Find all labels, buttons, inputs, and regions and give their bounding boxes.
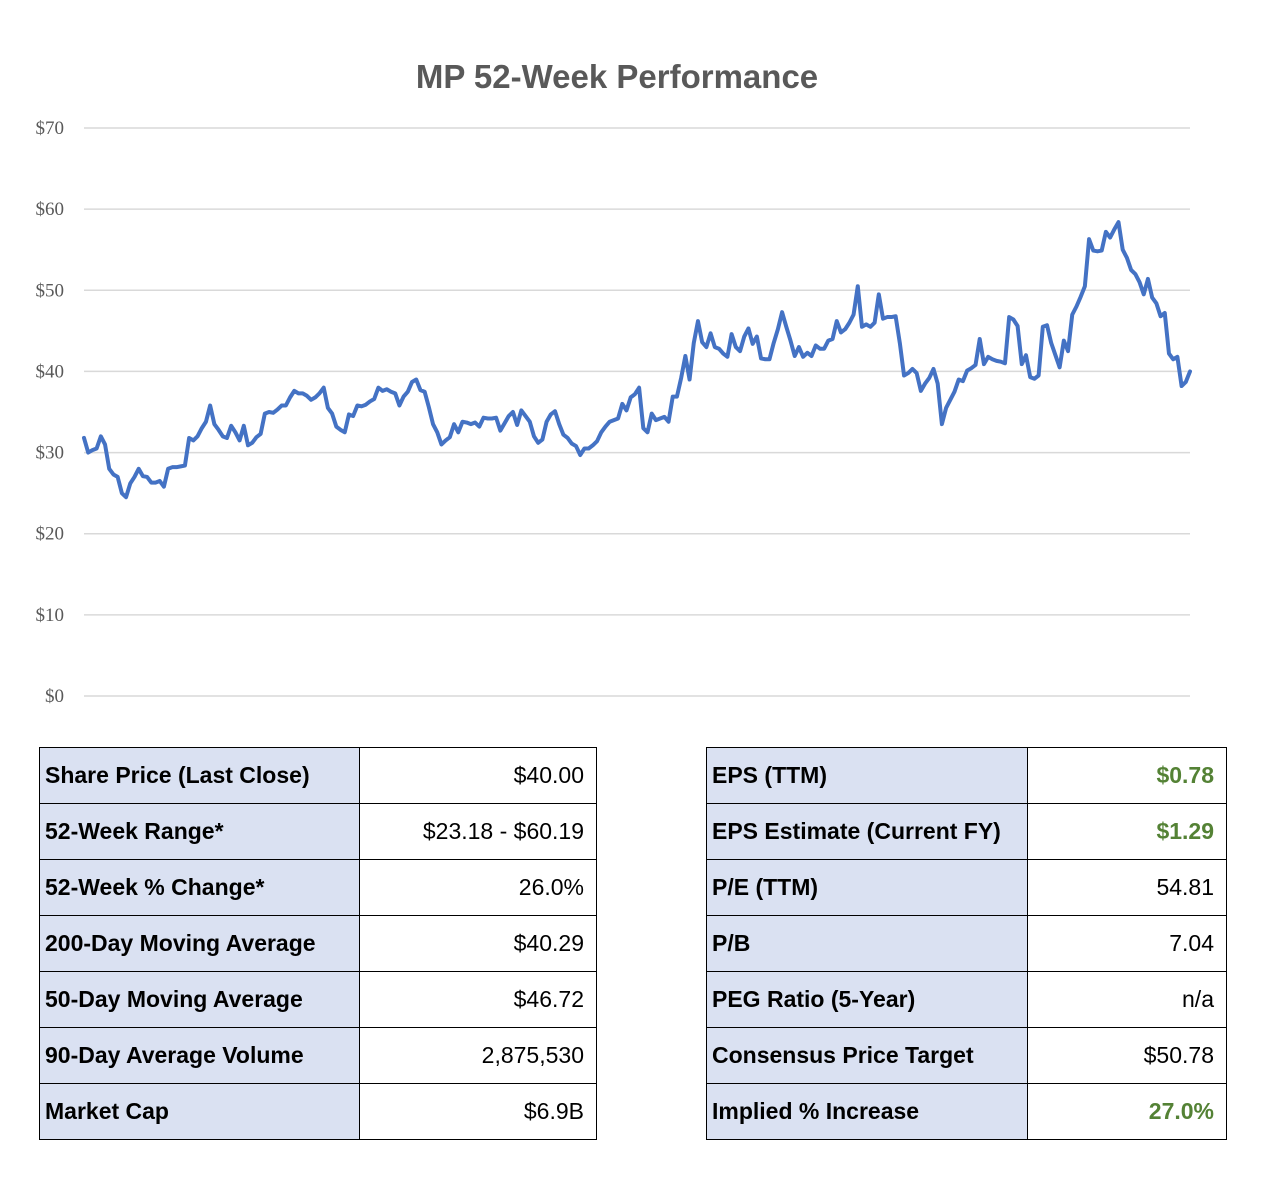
stat-label: P/B xyxy=(706,915,1028,972)
stat-value: n/a xyxy=(1027,971,1227,1028)
y-tick-label: $50 xyxy=(36,280,65,301)
stats-row: Implied % Increase 27.0% xyxy=(706,1083,1227,1140)
stat-label: 200-Day Moving Average xyxy=(39,915,360,972)
stat-label: Market Cap xyxy=(39,1083,360,1140)
y-tick-label: $0 xyxy=(45,686,64,707)
stat-value: $0.78 xyxy=(1027,747,1227,804)
y-tick-label: $30 xyxy=(36,443,65,464)
stat-value: $40.29 xyxy=(359,915,597,972)
stats-row: 50-Day Moving Average $46.72 xyxy=(39,971,597,1028)
stat-value: 54.81 xyxy=(1027,859,1227,916)
stat-label: 90-Day Average Volume xyxy=(39,1027,360,1084)
stat-label: P/E (TTM) xyxy=(706,859,1028,916)
stat-label: Implied % Increase xyxy=(706,1083,1028,1140)
stats-row: P/B 7.04 xyxy=(706,915,1227,972)
stats-row: EPS (TTM) $0.78 xyxy=(706,747,1227,804)
stat-value: $1.29 xyxy=(1027,803,1227,860)
stats-row: 200-Day Moving Average $40.29 xyxy=(39,915,597,972)
stat-label: 52-Week % Change* xyxy=(39,859,360,916)
stats-row: 52-Week Range* $23.18 - $60.19 xyxy=(39,803,597,860)
stats-table-right: EPS (TTM) $0.78 EPS Estimate (Current FY) $… xyxy=(706,747,1227,1140)
price-line xyxy=(82,220,1192,500)
stat-label: 52-Week Range* xyxy=(39,803,360,860)
stats-row: P/E (TTM) 54.81 xyxy=(706,859,1227,916)
stat-value: 2,875,530 xyxy=(359,1027,597,1084)
stats-row: EPS Estimate (Current FY) $1.29 xyxy=(706,803,1227,860)
chart-title: MP 52-Week Performance xyxy=(416,58,818,95)
stat-value: $6.9B xyxy=(359,1083,597,1140)
stat-label: EPS Estimate (Current FY) xyxy=(706,803,1028,860)
stats-row: 52-Week % Change* 26.0% xyxy=(39,859,597,916)
stat-value: 27.0% xyxy=(1027,1083,1227,1140)
y-tick-label: $20 xyxy=(36,524,65,545)
stat-value: $46.72 xyxy=(359,971,597,1028)
stats-row: 90-Day Average Volume 2,875,530 xyxy=(39,1027,597,1084)
y-tick-label: $60 xyxy=(36,199,65,220)
stat-label: EPS (TTM) xyxy=(706,747,1028,804)
stats-table-left: Share Price (Last Close) $40.00 52-Week Ra… xyxy=(39,747,597,1140)
stat-value: $50.78 xyxy=(1027,1027,1227,1084)
stats-row: Consensus Price Target $50.78 xyxy=(706,1027,1227,1084)
stats-row: Market Cap $6.9B xyxy=(39,1083,597,1140)
stat-label: 50-Day Moving Average xyxy=(39,971,360,1028)
stat-value: 7.04 xyxy=(1027,915,1227,972)
stats-row: PEG Ratio (5-Year) n/a xyxy=(706,971,1227,1028)
stats-row: Share Price (Last Close) $40.00 xyxy=(39,747,597,804)
stat-value: $23.18 - $60.19 xyxy=(359,803,597,860)
y-axis-ticks: $0 $10 $20 $30 $40 $50 $60 $70 xyxy=(36,118,65,707)
y-tick-label: $40 xyxy=(36,361,65,382)
stat-label: PEG Ratio (5-Year) xyxy=(706,971,1028,1028)
y-tick-label: $10 xyxy=(36,605,65,626)
y-tick-label: $70 xyxy=(36,118,65,139)
stat-value: 26.0% xyxy=(359,859,597,916)
chart-gridlines xyxy=(84,127,1190,697)
stat-label: Share Price (Last Close) xyxy=(39,747,360,804)
stat-label: Consensus Price Target xyxy=(706,1027,1028,1084)
price-chart: MP 52-Week Performance $0 $10 $20 $30 $40 $50… xyxy=(36,58,1192,707)
stat-value: $40.00 xyxy=(359,747,597,804)
